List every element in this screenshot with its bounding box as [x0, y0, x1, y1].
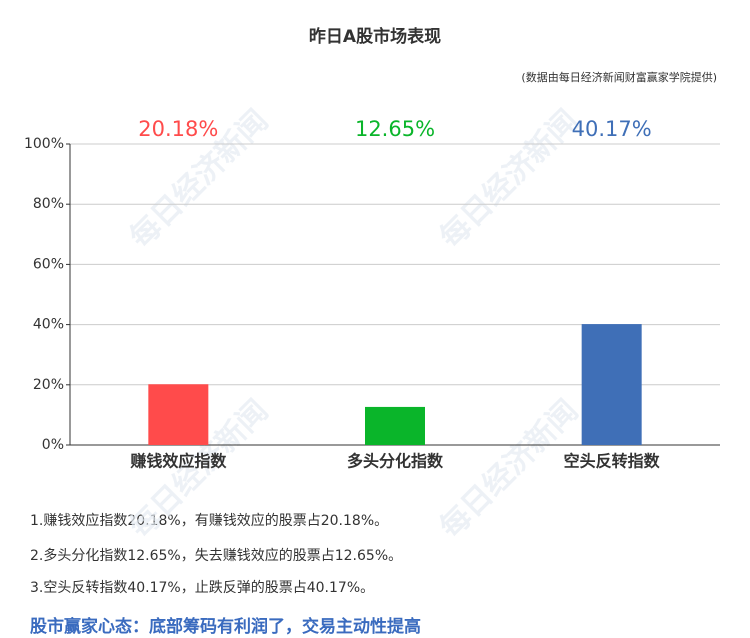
- chart-title: 昨日A股市场表现: [309, 26, 441, 47]
- y-tick-label: 0%: [42, 437, 64, 453]
- x-tick-label: 空头反转指数: [564, 452, 661, 471]
- bar: [148, 384, 209, 445]
- y-tick-label: 60%: [33, 256, 64, 272]
- value-label: 20.18%: [138, 117, 218, 141]
- value-label: 40.17%: [572, 117, 652, 141]
- y-tick-label: 40%: [33, 317, 64, 333]
- note: 3.空头反转指数40.17%，止跌反弹的股票占40.17%。: [30, 580, 374, 596]
- note: 2.多头分化指数12.65%，失去赚钱效应的股票占12.65%。: [30, 547, 402, 564]
- watermark: 每日经济新闻: [433, 103, 585, 255]
- y-tick-label: 100%: [24, 136, 64, 152]
- y-tick-label: 20%: [33, 377, 64, 393]
- chart-subtitle: (数据由每日经济新闻财富赢家学院提供): [521, 70, 717, 84]
- bar: [581, 324, 642, 445]
- watermark: 每日经济新闻: [433, 393, 585, 545]
- x-tick-label: 多头分化指数: [347, 452, 444, 471]
- x-tick-label: 赚钱效应指数: [129, 452, 227, 471]
- note: 1.赚钱效应指数20.18%，有赚钱效应的股票占20.18%。: [30, 512, 388, 529]
- value-label: 12.65%: [355, 117, 435, 141]
- y-tick-label: 80%: [33, 196, 64, 212]
- headline: 股市赢家心态：底部筹码有利润了，交易主动性提高: [30, 616, 421, 637]
- bar: [365, 406, 425, 445]
